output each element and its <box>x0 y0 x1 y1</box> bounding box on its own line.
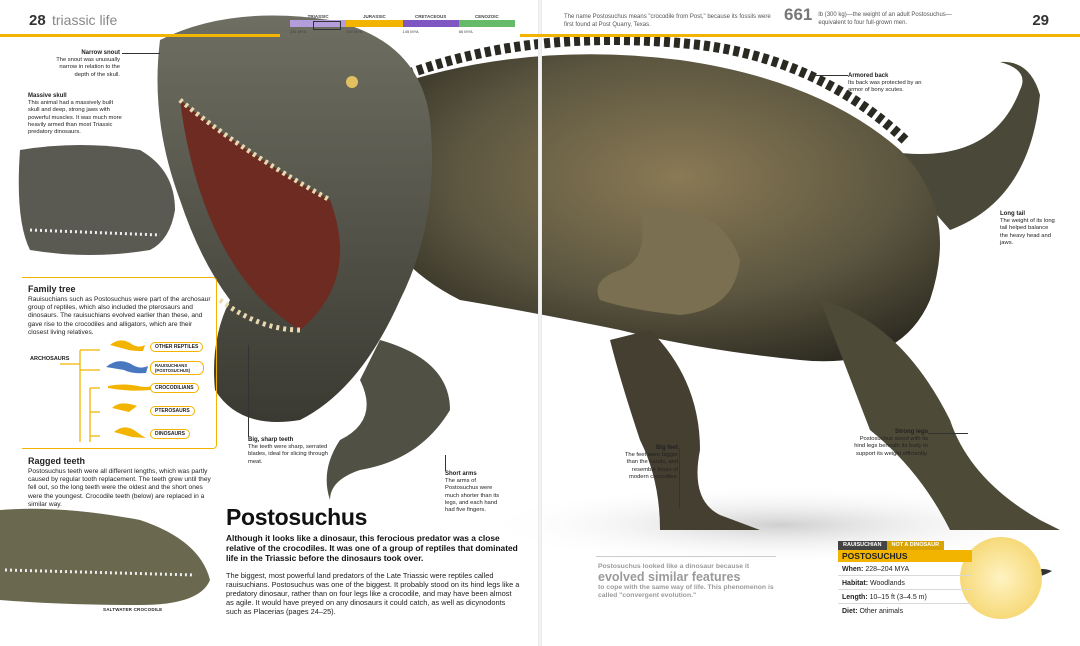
annotation-title: Long tail <box>1000 211 1025 217</box>
fact-weight-number: 661 <box>784 5 813 24</box>
annotation-text: The arms of Postosuchus were much shorte… <box>445 478 500 514</box>
card-row-value: 228–204 MYA <box>865 566 910 573</box>
annotation-leader <box>679 448 680 508</box>
ragged-teeth-box: Ragged teeth Postosuchus teeth were all … <box>28 456 214 509</box>
card-row-value: 10–15 ft (3–4.5 m) <box>869 594 927 601</box>
card-row-key: When: <box>842 566 864 573</box>
card-note-tab: NOT A DINOSAUR <box>886 541 945 550</box>
card-row-key: Length: <box>842 594 868 601</box>
callout-line-2: to cope with the same way of life. This … <box>598 584 774 599</box>
annotation-title: Strong legs <box>894 429 928 435</box>
callout-line-1: Postosuchus looked like a dinosaur becau… <box>598 563 750 570</box>
timeline-period-label: CENOZOIC <box>474 14 499 19</box>
timeline-marker <box>313 21 341 30</box>
annotation-leader <box>122 53 160 54</box>
timeline-period-label: JURASSIC <box>362 14 386 19</box>
page-gutter <box>538 0 542 646</box>
ragged-teeth-title: Ragged teeth <box>28 456 86 466</box>
timeline-date: 200 MYA <box>346 29 363 34</box>
tree-root-label: ARCHOSAURS <box>30 356 70 362</box>
header-rule-right <box>520 34 1080 37</box>
body-text: The biggest, most powerful land predator… <box>226 571 520 617</box>
annotation-leader <box>810 75 848 76</box>
timeline-segment <box>346 20 403 27</box>
timeline-date: 66 MYA <box>458 29 473 34</box>
annotation-narrow-snout: Narrow snout The snout was unusually nar… <box>50 50 120 79</box>
card-row-value: Other animals <box>859 608 904 615</box>
ragged-teeth-text: Postosuchus teeth were all different len… <box>28 468 211 508</box>
annotation-leader <box>928 433 968 434</box>
annotation-title: Narrow snout <box>81 50 120 56</box>
card-row-key: Diet: <box>842 608 858 615</box>
annotation-text: This animal had a massively built skull … <box>28 100 122 136</box>
tree-branch-label: RAUISUCHIANS (POSTOSUCHUS) <box>150 361 204 375</box>
annotation-title: Big feet <box>655 445 678 451</box>
family-tree-title: Family tree <box>28 284 76 294</box>
annotation-leader <box>248 345 249 437</box>
timeline-period-label: CRETACEOUS <box>415 14 447 19</box>
annotation-short-arms: Short arms The arms of Postosuchus were … <box>445 471 507 514</box>
callout-highlight: evolved similar features <box>598 570 741 584</box>
annotation-title: Armored back <box>848 73 889 79</box>
page-number-right: 29 <box>1032 12 1049 29</box>
page-title: Postosuchus <box>226 504 368 530</box>
family-tree-text: Rauisuchians such as Postosuchus were pa… <box>28 296 211 336</box>
page-number-left: 28 <box>29 12 46 29</box>
geologic-timeline: TRIASSIC JURASSIC CRETACEOUS CENOZOIC 25… <box>290 14 515 34</box>
card-group-tab: RAUISUCHIAN <box>838 541 887 550</box>
annotation-title: Big, sharp teeth <box>248 437 294 443</box>
tree-branch-label: CROCODILIANS <box>150 383 199 393</box>
annotation-title: Short arms <box>445 471 477 477</box>
card-species-name: POSTOSUCHUS <box>838 550 972 562</box>
fact-weight-text: lb (300 kg)—the weight of an adult Posto… <box>818 12 952 26</box>
annotation-massive-skull: Massive skull This animal had a massivel… <box>28 93 124 136</box>
annotation-text: The weight of its long tail helped balan… <box>1000 218 1055 246</box>
card-row-key: Habitat: <box>842 580 869 587</box>
header-rule-left <box>0 34 280 37</box>
callout-rule <box>596 556 776 557</box>
convergent-evolution-callout: Postosuchus looked like a dinosaur becau… <box>598 563 776 600</box>
annotation-text: The teeth were sharp, serrated blades, i… <box>248 444 328 465</box>
fact-weight: 661 lb (300 kg)—the weight of an adult P… <box>784 5 974 27</box>
card-row-value: Woodlands <box>870 580 905 587</box>
tree-branch-label: PTEROSAURS <box>150 406 195 416</box>
annotation-leader <box>445 455 446 471</box>
card-silhouette-circle <box>960 537 1042 619</box>
species-data-card: RAUISUCHIAN NOT A DINOSAUR POSTOSUCHUS W… <box>838 537 1054 619</box>
card-row: Habitat: Woodlands <box>838 576 972 590</box>
croc-photo-caption: SALTWATER CROCODILE <box>103 607 163 612</box>
section-title: triassic life <box>52 12 118 28</box>
timeline-period-label: TRIASSIC <box>307 14 329 19</box>
annotation-text: Its back was protected by an armor of bo… <box>848 80 922 94</box>
timeline-segment <box>290 20 347 27</box>
card-row: Diet: Other animals <box>838 604 972 617</box>
annotation-strong-legs: Strong legs Postosuchus stood with its h… <box>850 429 928 458</box>
card-row: When: 228–204 MYA <box>838 562 972 576</box>
intro-text: Although it looks like a dinosaur, this … <box>226 533 518 563</box>
annotation-big-feet: Big feet The feet were bigger than the h… <box>616 445 678 481</box>
tree-branch-label: OTHER REPTILES <box>150 342 204 352</box>
family-tree-box: Family tree Rauisuchians such as Postosu… <box>28 284 214 337</box>
tree-branch-label: DINOSAURS <box>150 429 191 439</box>
annotation-text: The snout was unusually narrow in relati… <box>56 57 120 78</box>
timeline-date: 251 MYA <box>290 29 307 34</box>
family-tree-diagram: ARCHOSAURS OTHER REPTILES RAUISUCHIANS (… <box>28 334 214 444</box>
timeline-segment <box>402 20 459 27</box>
timeline-date: 145 MYA <box>402 29 419 34</box>
annotation-armored-back: Armored back Its back was protected by a… <box>848 73 928 95</box>
annotation-title: Massive skull <box>28 93 67 99</box>
card-row: Length: 10–15 ft (3–4.5 m) <box>838 590 972 604</box>
annotation-text: Postosuchus stood with its hind legs ben… <box>854 436 928 457</box>
annotation-text: The feet were bigger than the hands, and… <box>624 452 678 480</box>
timeline-segment <box>458 20 515 27</box>
family-tree-frame <box>22 277 217 449</box>
annotation-big-sharp-teeth: Big, sharp teeth The teeth were sharp, s… <box>248 437 328 466</box>
annotation-long-tail: Long tail The weight of its long tail he… <box>1000 211 1056 247</box>
fact-name-origin: The name Postosuchus means "crocodile fr… <box>564 14 771 28</box>
